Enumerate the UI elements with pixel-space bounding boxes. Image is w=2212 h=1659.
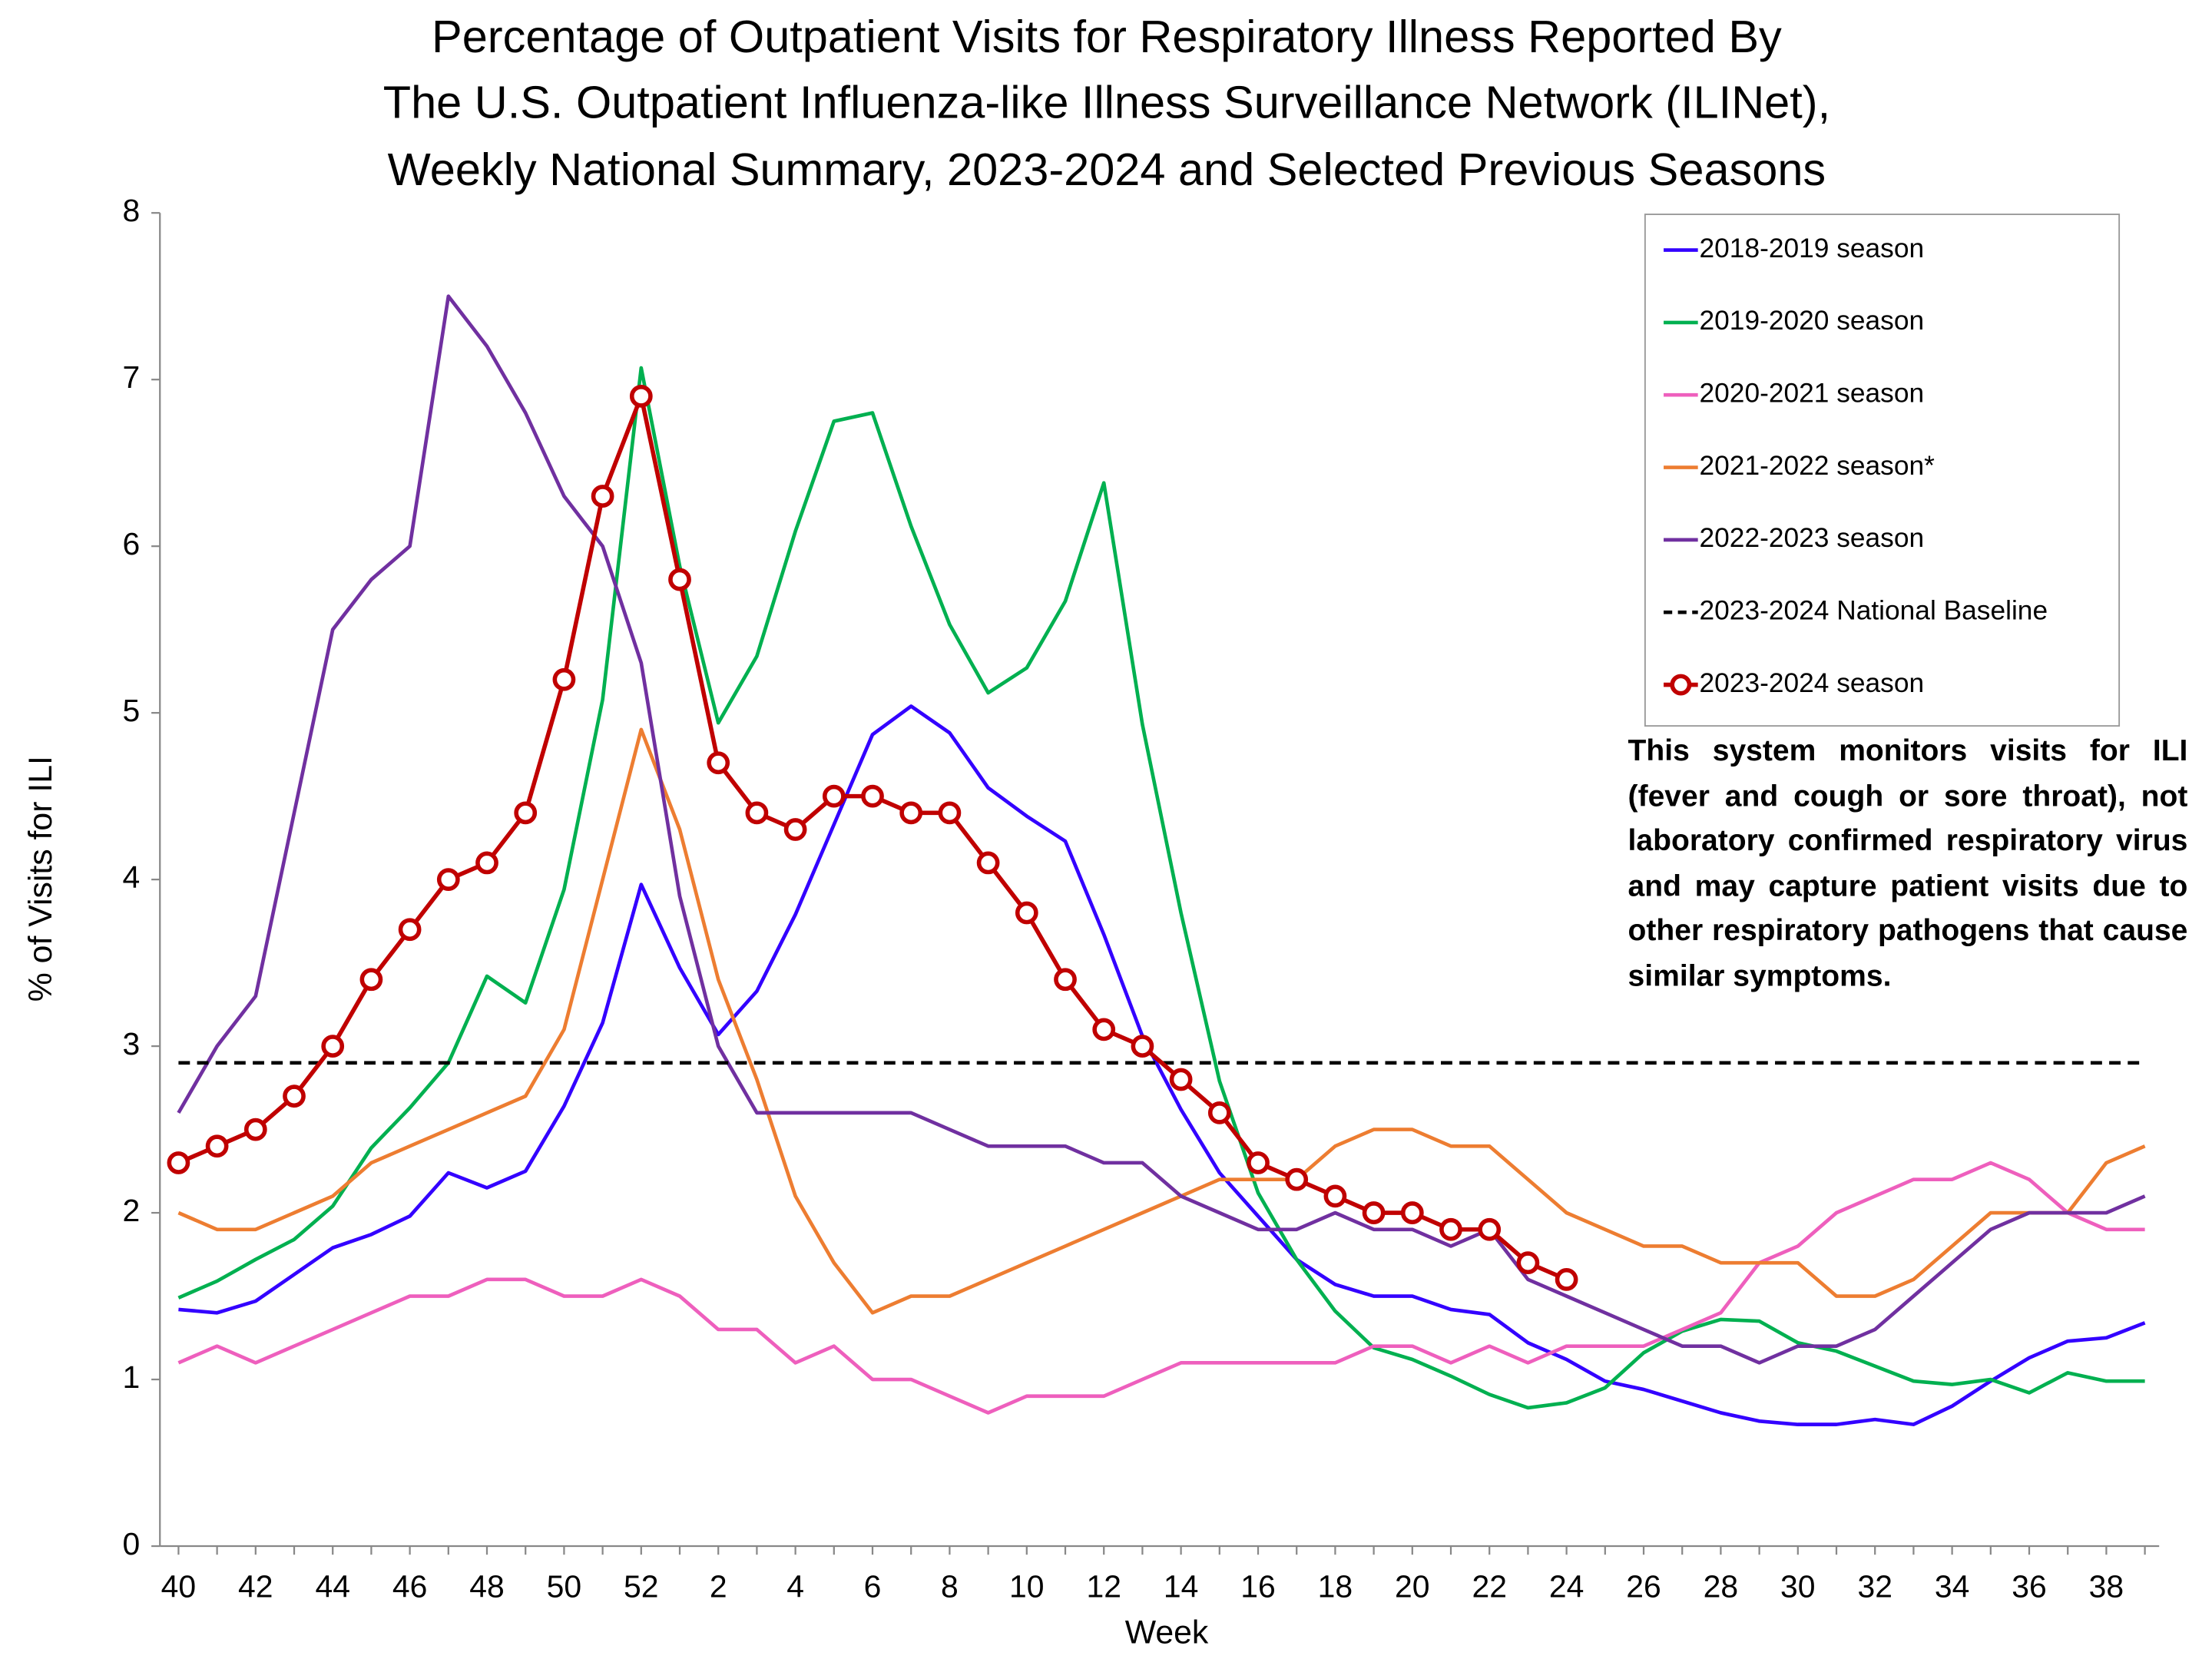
x-tick-label: 6 (864, 1569, 882, 1604)
point (1285, 1167, 1309, 1191)
point (359, 968, 383, 992)
point (591, 485, 614, 508)
point (1439, 1217, 1462, 1241)
chart-title: Percentage of Outpatient Visits for Resp… (432, 11, 1782, 62)
y-tick-label: 8 (122, 193, 140, 228)
legend-label: 2023-2024 season (1700, 668, 1925, 698)
legend-box (1644, 214, 2121, 727)
chart-title: The U.S. Outpatient Influenza-like Illne… (383, 76, 1830, 127)
x-tick-label: 42 (238, 1569, 273, 1604)
x-tick-label: 10 (1009, 1569, 1045, 1604)
legend-label: 2019-2020 season (1700, 306, 1925, 336)
x-tick-label: 38 (2089, 1569, 2124, 1604)
x-tick-label: 12 (1086, 1569, 1121, 1604)
x-tick-label: 50 (547, 1569, 582, 1604)
x-tick-label: 46 (392, 1569, 428, 1604)
point (1015, 901, 1038, 925)
x-tick-label: 14 (1164, 1569, 1199, 1604)
y-tick-label: 6 (122, 526, 140, 561)
y-tick-label: 5 (122, 693, 140, 728)
point (436, 868, 460, 891)
point (1362, 1201, 1386, 1224)
point (283, 1084, 306, 1108)
point (1092, 1018, 1116, 1041)
y-tick-label: 1 (122, 1359, 140, 1395)
x-tick-label: 40 (161, 1569, 197, 1604)
point (1400, 1201, 1424, 1224)
point (1555, 1267, 1578, 1291)
point (822, 784, 846, 808)
chart-title: Weekly National Summary, 2023-2024 and S… (388, 144, 1826, 195)
point (167, 1151, 190, 1174)
point (514, 801, 538, 825)
point (668, 568, 691, 591)
point (475, 851, 498, 875)
point (899, 801, 923, 825)
x-tick-label: 52 (624, 1569, 659, 1604)
note: This system monitors visits for ILI (fev… (1628, 734, 2188, 993)
point (1247, 1151, 1270, 1174)
y-tick-label: 2 (122, 1193, 140, 1228)
point (1131, 1035, 1154, 1058)
point (398, 918, 422, 942)
legend-label: 2018-2019 season (1700, 233, 1925, 263)
x-tick-label: 22 (1472, 1569, 1507, 1604)
x-tick-label: 28 (1704, 1569, 1739, 1604)
x-tick-label: 34 (1935, 1569, 1970, 1604)
x-tick-label: 8 (941, 1569, 959, 1604)
x-axis-label: Week (1125, 1614, 1209, 1651)
legend-marker (1670, 674, 1692, 696)
x-tick-label: 36 (2012, 1569, 2047, 1604)
series-line (177, 1161, 2145, 1415)
y-tick-label: 4 (122, 859, 140, 895)
point (783, 818, 807, 841)
point (1207, 1101, 1231, 1124)
series-line (177, 294, 2146, 1365)
x-tick-label: 2 (710, 1569, 727, 1604)
point (707, 751, 730, 775)
point (938, 801, 962, 825)
series-line (178, 704, 2146, 1426)
point (745, 801, 769, 825)
x-tick-label: 30 (1780, 1569, 1816, 1604)
x-tick-label: 16 (1240, 1569, 1276, 1604)
point (1323, 1184, 1347, 1208)
note-box: This system monitors visits for ILI (fev… (1628, 734, 2188, 993)
y-tick-label: 3 (122, 1026, 140, 1061)
point (243, 1118, 267, 1141)
legend-label: 2023-2024 National Baseline (1700, 596, 2048, 626)
point (861, 784, 884, 808)
point (205, 1134, 229, 1158)
x-tick-label: 4 (786, 1569, 804, 1604)
x-tick-label: 26 (1626, 1569, 1661, 1604)
legend-label: 2021-2022 season* (1700, 451, 1936, 481)
x-tick-label: 32 (1857, 1569, 1892, 1604)
x-tick-label: 44 (315, 1569, 350, 1604)
legend-label: 2022-2023 season (1700, 523, 1925, 553)
point (1478, 1217, 1502, 1241)
y-tick-label: 0 (122, 1526, 140, 1561)
point (976, 851, 1000, 875)
point (1516, 1251, 1540, 1275)
series-line (177, 727, 2146, 1315)
y-tick-label: 7 (122, 359, 140, 395)
y-axis-label: % of Visits for ILI (22, 756, 59, 1002)
x-tick-label: 18 (1318, 1569, 1353, 1604)
legend-label: 2020-2021 season (1700, 379, 1925, 409)
point (1169, 1068, 1193, 1091)
x-tick-label: 48 (469, 1569, 505, 1604)
point (552, 667, 576, 691)
point (1054, 968, 1077, 992)
x-tick-label: 24 (1549, 1569, 1584, 1604)
x-tick-label: 20 (1395, 1569, 1430, 1604)
point (629, 385, 653, 408)
point (321, 1035, 345, 1058)
